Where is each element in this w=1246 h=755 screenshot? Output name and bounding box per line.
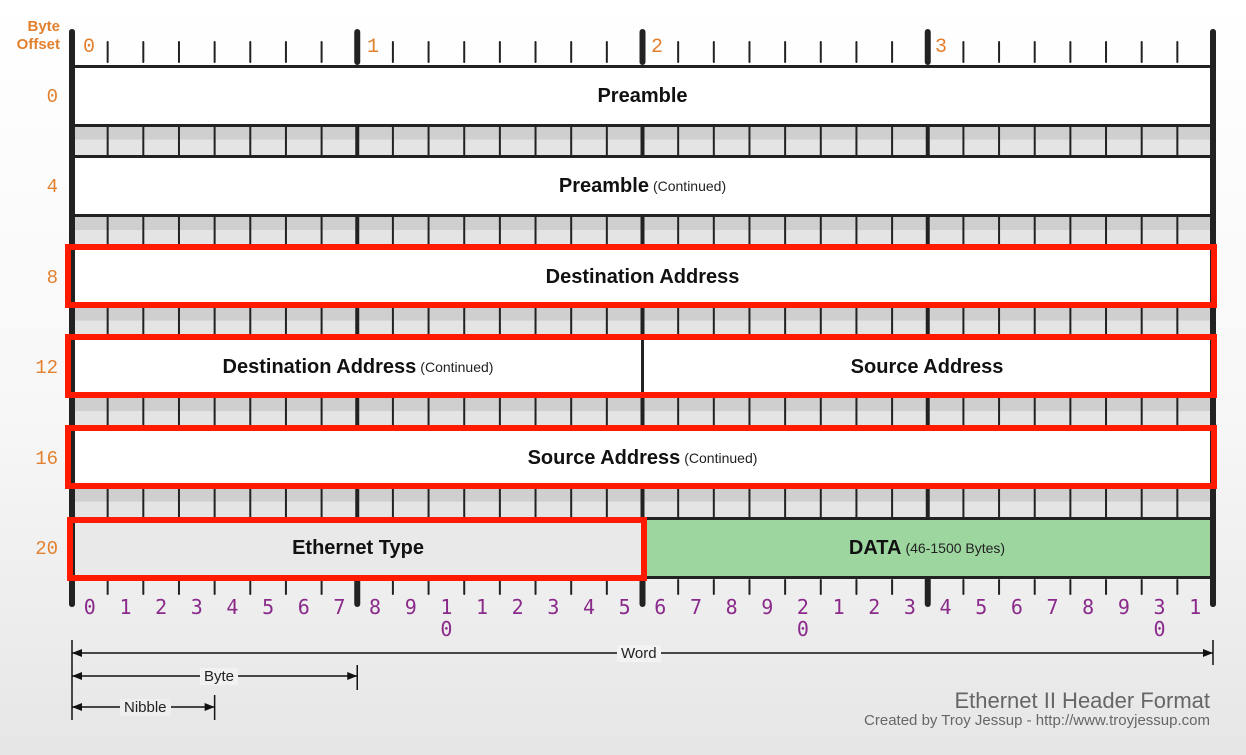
bit-number: 8 xyxy=(725,595,738,619)
byte-offset-4: 4 xyxy=(46,176,58,198)
highlight-source-address-continued xyxy=(65,425,1217,489)
preamble-cont-sub: (Continued) xyxy=(652,178,727,194)
src-addr-label: Source Address xyxy=(850,355,1004,378)
bit-number: 1 xyxy=(119,595,132,619)
credit-subtitle: Created by Troy Jessup - http://www.troy… xyxy=(864,712,1210,729)
dest-addr-cont-label: Destination Address xyxy=(222,355,417,378)
byte-measure-label: Byte xyxy=(200,668,239,685)
preamble-label: Preamble xyxy=(597,84,688,107)
bit-number: 3 xyxy=(903,595,916,619)
nibble-arrow-left xyxy=(72,703,82,711)
byte-offset-16: 16 xyxy=(35,448,58,470)
bit-number: 5 xyxy=(618,595,631,619)
bit-number: 5 xyxy=(262,595,275,619)
bit-number: 1 xyxy=(476,595,489,619)
highlight-destination-address xyxy=(65,244,1217,308)
bit-number: 2 xyxy=(155,595,168,619)
bit-number: 1 xyxy=(832,595,845,619)
bit-number: 7 xyxy=(689,595,702,619)
field-preamble: Preamble xyxy=(72,65,1213,127)
eth-type-label: Ethernet Type xyxy=(292,536,424,559)
word-measure-label: Word xyxy=(617,645,661,662)
bit-number: 4 xyxy=(939,595,952,619)
field-data: DATA (46-1500 Bytes) xyxy=(641,517,1213,579)
credit-title: Ethernet II Header Format xyxy=(954,688,1210,713)
bit-number: 8 xyxy=(369,595,382,619)
nibble-arrow-right xyxy=(204,703,215,711)
data-label: DATA xyxy=(848,536,902,559)
byte-offset-line1: Byte xyxy=(27,18,60,35)
bit-number: 5 xyxy=(975,595,988,619)
byte-offset-line2: Offset xyxy=(16,36,60,53)
byte-offset-0: 0 xyxy=(46,86,58,108)
bit-number: 6 xyxy=(297,595,310,619)
field-preamble-continued: Preamble (Continued) xyxy=(72,155,1213,217)
src-addr-cont-sub: (Continued) xyxy=(684,450,758,466)
bit-number: 9 xyxy=(404,595,417,619)
bit-number: 0 xyxy=(83,595,96,619)
highlight-ethernet-type xyxy=(67,517,647,581)
word-arrow-left xyxy=(72,649,82,657)
word-arrow-right xyxy=(1203,649,1213,657)
bit-number: 1 xyxy=(1189,595,1202,619)
byte-arrow-left xyxy=(72,672,82,680)
bit-number: 2 xyxy=(511,595,524,619)
bit-number: 9 xyxy=(761,595,774,619)
byte-offset-20: 20 xyxy=(35,538,58,560)
bit-number: 4 xyxy=(582,595,596,619)
bit-number: 8 xyxy=(1082,595,1095,619)
bit-number: 7 xyxy=(1046,595,1059,619)
top-byte-1: 1 xyxy=(367,36,380,59)
bit-number: 7 xyxy=(333,595,346,619)
byte-offset-header: Byte Offset xyxy=(4,18,60,54)
field-source-address-continued: Source Address (Continued) xyxy=(72,427,1213,489)
bit-number: 6 xyxy=(1010,595,1023,619)
preamble-cont-label: Preamble xyxy=(558,174,649,197)
byte-offset-8: 8 xyxy=(46,267,58,289)
byte-offset-12: 12 xyxy=(35,357,58,379)
bit-number: 6 xyxy=(654,595,667,619)
byte-arrow-right xyxy=(347,672,358,680)
highlight-dest-src-address xyxy=(65,334,1217,398)
bit-number: 9 xyxy=(1117,595,1130,619)
dest-addr-label: Destination Address xyxy=(545,265,740,288)
top-byte-3: 3 xyxy=(935,36,948,59)
data-sub: (46-1500 Bytes) xyxy=(905,540,1006,556)
bit-number: 2 xyxy=(868,595,881,619)
bit-number: 3 xyxy=(190,595,203,619)
nibble-measure-label: Nibble xyxy=(120,699,171,716)
bit-number: 3 xyxy=(547,595,560,619)
bit-number: 4 xyxy=(226,595,239,619)
src-addr-cont-label: Source Address xyxy=(527,446,681,469)
top-byte-0: 0 xyxy=(83,36,96,59)
top-byte-2: 2 xyxy=(651,36,664,59)
dest-addr-cont-sub: (Continued) xyxy=(420,359,494,375)
